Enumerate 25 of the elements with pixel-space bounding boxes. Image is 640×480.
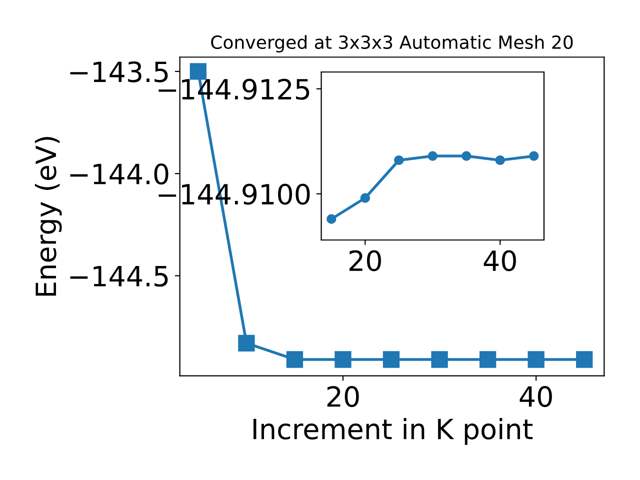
point bbox=[462, 151, 472, 161]
point bbox=[190, 63, 207, 80]
point bbox=[360, 193, 370, 203]
point bbox=[286, 351, 304, 368]
point bbox=[528, 351, 544, 368]
point bbox=[479, 351, 496, 368]
y-axis-title: Energy (eV) bbox=[34, 136, 62, 296]
point bbox=[576, 351, 593, 368]
point bbox=[382, 351, 400, 368]
x-tick-label: 20 bbox=[327, 386, 359, 408]
point bbox=[238, 334, 255, 352]
point bbox=[326, 214, 336, 224]
x-tick-label: 20 bbox=[350, 250, 381, 272]
chart-title: Converged at 3x3x3 Automatic Mesh 20 bbox=[211, 35, 573, 53]
point bbox=[431, 351, 448, 368]
x-tick-label: 40 bbox=[484, 250, 516, 272]
point bbox=[394, 155, 404, 166]
y-tick-label: −144.5 bbox=[70, 266, 168, 287]
point bbox=[495, 155, 505, 166]
x-tick-label: 40 bbox=[520, 386, 552, 408]
y-tick-label: −144.0 bbox=[70, 164, 168, 185]
x-axis-title: Increment in K point bbox=[253, 418, 533, 445]
point bbox=[529, 151, 539, 161]
point bbox=[334, 351, 352, 368]
point bbox=[428, 151, 438, 161]
